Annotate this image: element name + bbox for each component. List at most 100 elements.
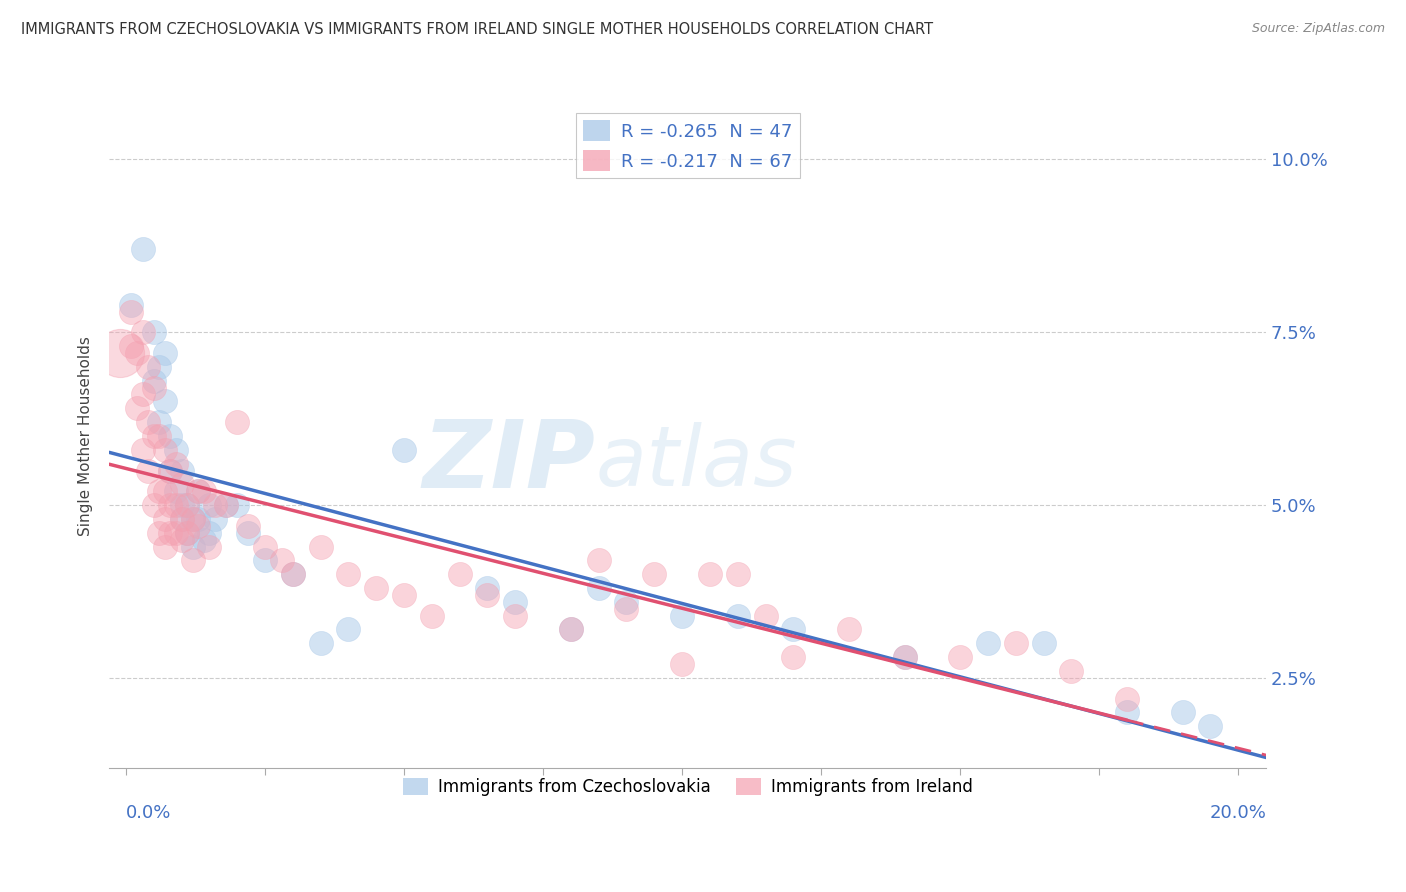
Point [121, 298, 143, 312]
Point [977, 636, 1000, 650]
Point [193, 533, 215, 547]
Point [1060, 664, 1083, 678]
Point [477, 581, 499, 595]
Point [560, 623, 582, 637]
Point [238, 525, 260, 540]
Point [136, 463, 159, 477]
Point [503, 595, 526, 609]
Point [198, 525, 221, 540]
Text: 20.0%: 20.0% [1209, 805, 1267, 822]
Point [270, 553, 292, 567]
Text: Source: ZipAtlas.com: Source: ZipAtlas.com [1251, 22, 1385, 36]
Point [142, 374, 165, 388]
Point [142, 429, 165, 443]
Point [153, 512, 176, 526]
Point [616, 595, 638, 609]
Point [181, 540, 204, 554]
Point [187, 512, 209, 526]
Point [181, 512, 204, 526]
Point [309, 636, 332, 650]
Point [110, 346, 132, 360]
Point [193, 484, 215, 499]
Point [893, 650, 915, 665]
Point [588, 581, 610, 595]
Point [215, 498, 238, 512]
Point [1199, 719, 1222, 733]
Point [159, 498, 181, 512]
Point [238, 518, 260, 533]
Point [392, 588, 415, 602]
Point [142, 380, 165, 394]
Point [165, 457, 187, 471]
Point [159, 463, 181, 477]
Point [1116, 706, 1139, 720]
Point [782, 623, 804, 637]
Point [165, 484, 187, 499]
Point [159, 463, 181, 477]
Point [142, 498, 165, 512]
Point [148, 484, 170, 499]
Point [170, 477, 193, 491]
Point [198, 540, 221, 554]
Point [136, 359, 159, 374]
Point [949, 650, 972, 665]
Point [253, 553, 276, 567]
Point [142, 326, 165, 340]
Point [671, 608, 693, 623]
Point [1032, 636, 1054, 650]
Point [125, 401, 148, 416]
Point [893, 650, 915, 665]
Point [131, 442, 153, 457]
Point [281, 567, 304, 582]
Point [165, 498, 187, 512]
Point [838, 623, 860, 637]
Point [165, 442, 187, 457]
Point [1004, 636, 1026, 650]
Point [181, 512, 204, 526]
Point [187, 484, 209, 499]
Point [727, 567, 749, 582]
Point [187, 518, 209, 533]
Point [337, 567, 360, 582]
Point [754, 608, 776, 623]
Point [148, 415, 170, 429]
Point [170, 498, 193, 512]
Point [392, 442, 415, 457]
Point [337, 623, 360, 637]
Point [153, 394, 176, 409]
Point [159, 525, 181, 540]
Point [176, 498, 198, 512]
Point [148, 429, 170, 443]
Point [170, 533, 193, 547]
Point [226, 498, 249, 512]
Point [125, 346, 148, 360]
Point [121, 339, 143, 353]
Point [616, 601, 638, 615]
Point [782, 650, 804, 665]
Point [170, 512, 193, 526]
Point [170, 463, 193, 477]
Point [121, 304, 143, 318]
Point [153, 346, 176, 360]
Point [153, 540, 176, 554]
Legend: R = -0.265  N = 47, R = -0.217  N = 67: R = -0.265 N = 47, R = -0.217 N = 67 [576, 113, 800, 178]
Y-axis label: Single Mother Households: Single Mother Households [79, 336, 93, 536]
Text: 0.0%: 0.0% [127, 805, 172, 822]
Point [153, 484, 176, 499]
Point [727, 608, 749, 623]
Point [1116, 691, 1139, 706]
Point [366, 581, 388, 595]
Point [699, 567, 721, 582]
Point [148, 525, 170, 540]
Point [281, 567, 304, 582]
Point [176, 498, 198, 512]
Point [153, 442, 176, 457]
Point [131, 326, 153, 340]
Point [136, 415, 159, 429]
Point [170, 512, 193, 526]
Text: atlas: atlas [595, 422, 797, 503]
Point [165, 525, 187, 540]
Point [176, 525, 198, 540]
Point [643, 567, 665, 582]
Point [181, 553, 204, 567]
